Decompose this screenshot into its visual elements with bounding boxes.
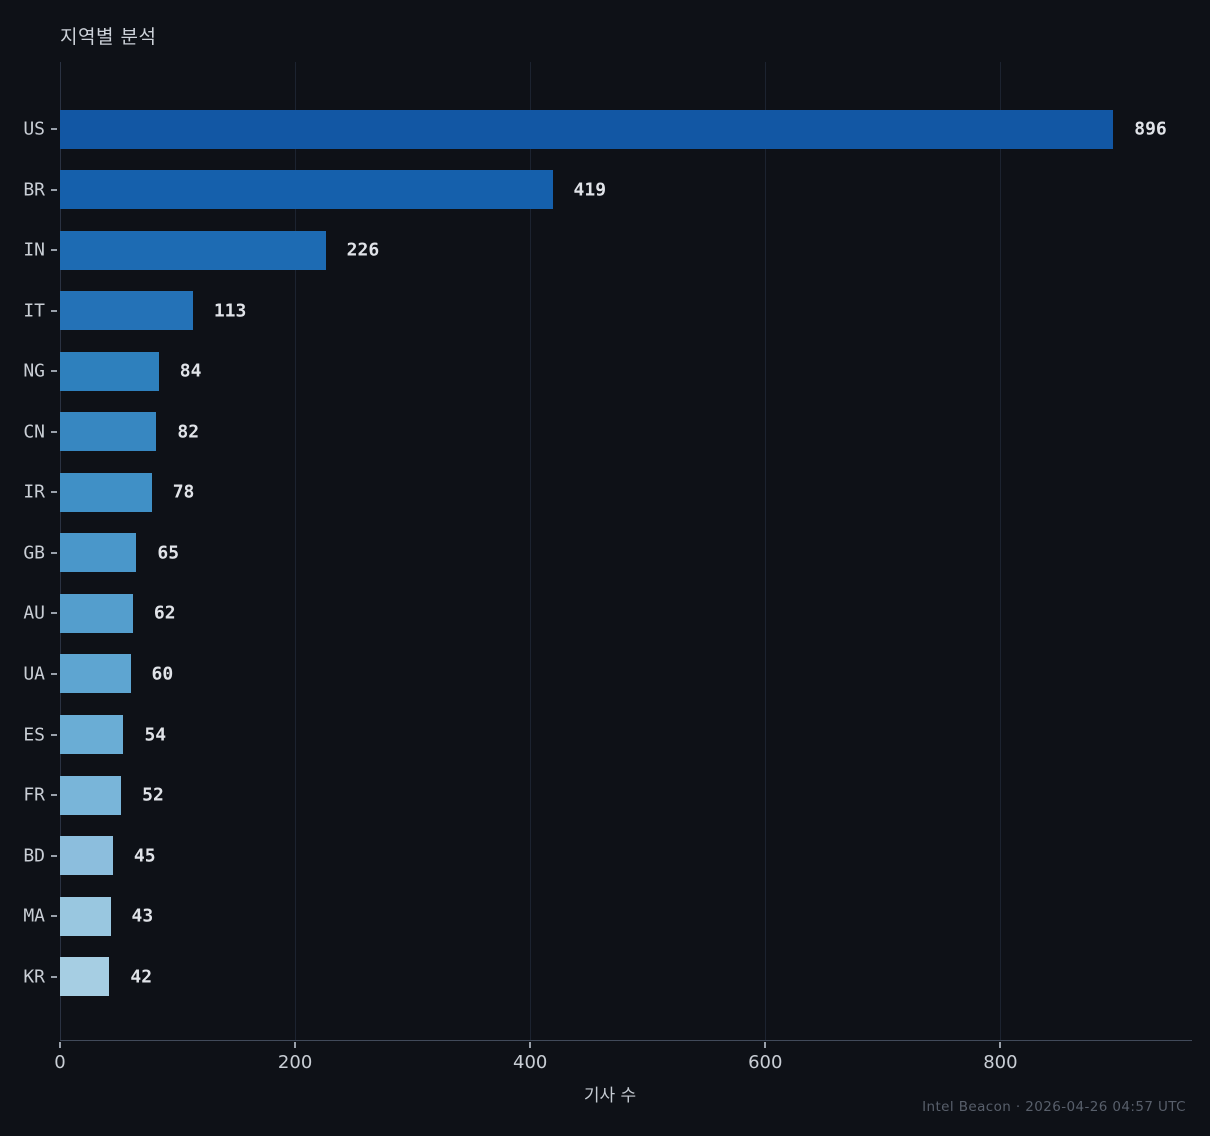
value-label: 42 — [130, 966, 153, 988]
value-label: 419 — [573, 179, 607, 201]
x-tick-label: 400 — [513, 1052, 548, 1073]
bar-row: US 896 — [23, 109, 1192, 149]
value-label: 43 — [131, 905, 154, 927]
gridline-vertical — [1000, 62, 1002, 1040]
category-label: ES — [23, 724, 45, 745]
bar-row: AU 62 — [23, 593, 1192, 633]
value-label: 62 — [153, 602, 176, 624]
y-tick-mark — [51, 794, 57, 797]
x-tick-label: 800 — [983, 1052, 1018, 1073]
bar — [60, 230, 326, 270]
y-tick-mark — [51, 551, 57, 554]
x-tick-mark — [59, 1042, 61, 1048]
bar — [60, 957, 110, 997]
bar — [60, 533, 137, 573]
bar — [60, 170, 553, 210]
x-tick-label: 0 — [54, 1052, 66, 1073]
bar — [60, 896, 111, 936]
y-tick-mark — [51, 733, 57, 736]
bar-row: BR 419 — [23, 170, 1192, 210]
y-tick-mark — [51, 491, 57, 494]
gridline-vertical — [295, 62, 297, 1040]
value-label: 896 — [1134, 118, 1167, 140]
x-tick-mark — [529, 1042, 532, 1048]
bar — [60, 291, 193, 331]
category-label: AU — [23, 602, 45, 624]
bar — [60, 109, 1114, 149]
category-label: IT — [23, 300, 45, 322]
value-label: 60 — [151, 663, 174, 685]
bar-row: ES 54 — [23, 715, 1192, 754]
bar-row: UA 60 — [23, 654, 1192, 694]
value-label: 226 — [346, 239, 380, 261]
category-label: BD — [23, 845, 45, 867]
bar-row: CN 82 — [23, 412, 1192, 452]
y-tick-mark — [51, 430, 57, 433]
x-tick-mark — [294, 1042, 297, 1048]
x-axis-title: 기사 수 — [583, 1086, 637, 1106]
chart-title: 지역별 분석 — [60, 26, 157, 48]
y-tick-mark — [51, 915, 57, 918]
y-tick-mark — [51, 854, 57, 857]
bar-row: NG 84 — [23, 351, 1192, 391]
bar — [60, 775, 122, 815]
bar-row: MA 43 — [23, 896, 1192, 936]
bar — [60, 412, 157, 452]
category-label: KR — [23, 966, 45, 988]
bar — [60, 351, 159, 391]
bar — [60, 593, 133, 633]
bar-row: IR 78 — [23, 472, 1192, 512]
bar — [60, 836, 113, 876]
value-label: 45 — [133, 845, 156, 867]
y-tick-mark — [51, 672, 57, 675]
category-label: FR — [23, 784, 45, 806]
gridline-vertical — [765, 62, 767, 1040]
value-label: 78 — [172, 481, 195, 503]
bar — [60, 715, 124, 754]
y-tick-mark — [51, 128, 57, 130]
value-label: 65 — [157, 542, 180, 564]
x-tick-mark — [999, 1042, 1002, 1048]
category-label: NG — [23, 360, 45, 382]
category-label: MA — [23, 905, 45, 927]
footer-attribution: Intel Beacon · 2026-04-26 04:57 UTC — [922, 1099, 1186, 1115]
value-label: 54 — [144, 724, 167, 745]
category-label: IN — [23, 239, 45, 261]
gridline-vertical — [530, 62, 532, 1040]
y-tick-mark — [51, 309, 57, 312]
y-tick-mark — [51, 249, 57, 252]
category-label: UA — [23, 663, 45, 685]
bar-row: KR 42 — [23, 957, 1192, 997]
bar-row: GB 65 — [23, 533, 1192, 573]
value-label: 84 — [179, 360, 202, 382]
x-axis: 0 200 400 600 800 — [54, 1040, 1192, 1100]
category-label: GB — [23, 542, 45, 564]
x-tick-label: 600 — [748, 1052, 783, 1073]
value-label: 52 — [142, 784, 164, 806]
y-tick-mark — [51, 188, 57, 191]
y-tick-mark — [51, 975, 57, 978]
value-label: 82 — [177, 421, 200, 443]
value-label: 113 — [213, 300, 247, 322]
category-label: US — [23, 118, 45, 140]
bar — [60, 654, 131, 694]
bar — [60, 472, 152, 512]
category-label: CN — [23, 421, 45, 443]
bar-row: FR 52 — [23, 775, 1192, 815]
category-label: BR — [23, 179, 45, 201]
y-tick-mark — [51, 612, 57, 615]
bar-row: IT 113 — [23, 291, 1192, 331]
bar-row: BD 45 — [23, 836, 1192, 876]
plot-area: US 896 BR 419 IN 226 IT 113 NG 84 CN 82 IR 78 GB 65 AU 62… — [23, 62, 1192, 1041]
y-tick-mark — [51, 370, 57, 373]
category-label: IR — [23, 481, 45, 503]
bar-row: IN 226 — [23, 230, 1192, 270]
x-tick-mark — [764, 1042, 767, 1048]
x-tick-label: 200 — [277, 1052, 313, 1073]
